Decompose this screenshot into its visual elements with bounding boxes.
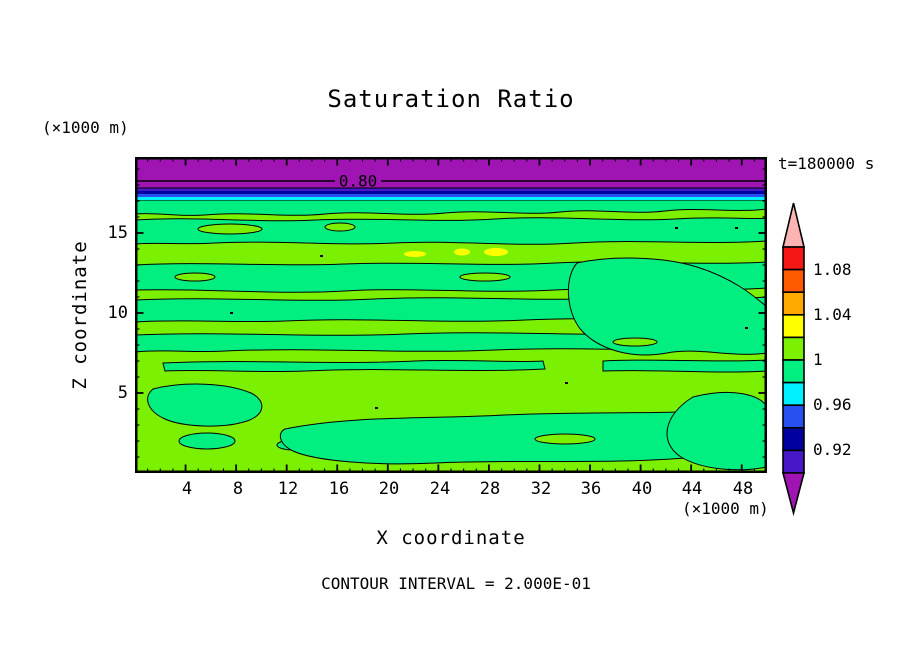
contour-line-label: 0.80: [339, 172, 378, 191]
stripe-blue: [135, 194, 767, 197]
supersaturation-spots: [404, 248, 508, 257]
colorbar-label: 1: [813, 350, 823, 369]
x-tick-label: 36: [580, 479, 602, 499]
x-tick-label: 20: [378, 479, 400, 499]
y-axis-title: Z coordinate: [69, 240, 91, 390]
colorbar-label: 0.96: [813, 395, 852, 414]
colorbar-label: 0.92: [813, 440, 852, 459]
x-tick-label: 4: [181, 479, 193, 499]
x-tick-label: 12: [277, 479, 299, 499]
x-tick-label: 32: [530, 479, 552, 499]
colorbar-box: [782, 246, 805, 271]
stripe-indigo: [135, 188, 767, 191]
y-tick-label: 10: [107, 303, 128, 323]
colorbar-box: [782, 449, 805, 474]
colorbar-arrow-up: [781, 202, 806, 248]
x-tick-label: 24: [429, 479, 451, 499]
contour-specks: [230, 227, 748, 409]
x-tick-label: 40: [631, 479, 653, 499]
x-axis-units-label: (×1000 m): [682, 499, 769, 518]
x-tick-label: 44: [681, 479, 703, 499]
contour-band-spring-green: [135, 199, 767, 471]
colorbar-box: [782, 314, 805, 339]
y-tick-label: 5: [117, 383, 128, 403]
x-tick-label: 28: [479, 479, 501, 499]
colorbar-label: 1.08: [813, 260, 852, 279]
stripe-cyan: [135, 197, 767, 200]
x-axis-title: X coordinate: [376, 527, 526, 549]
timestamp-label: t=180000 s: [778, 154, 875, 173]
stripe-navy: [135, 191, 767, 194]
contour-island-chartreuse: [174, 222, 658, 445]
contour-interval-note: CONTOUR INTERVAL = 2.000E-01: [321, 574, 591, 593]
x-tick-label: 48: [732, 479, 754, 499]
colorbar-box: [782, 404, 805, 429]
plot-frame: [135, 157, 767, 473]
x-tick-label: 16: [328, 479, 350, 499]
colorbar-label: 1.04: [813, 305, 852, 324]
colorbar-box: [782, 268, 805, 293]
colorbar-box: [782, 336, 805, 361]
colorbar-box: [782, 291, 805, 316]
colorbar-box: [782, 381, 805, 407]
colorbar: [781, 202, 806, 517]
x-tick-label: 8: [232, 479, 244, 499]
colorbar-arrow-down: [781, 472, 806, 517]
y-tick-label: 15: [107, 223, 128, 243]
y-axis-units-label: (×1000 m): [42, 118, 129, 137]
contour-plot: 0.80: [135, 157, 767, 473]
subsaturated-band-purple: [135, 157, 767, 188]
colorbar-box: [782, 427, 805, 452]
colorbar-box: [782, 359, 805, 384]
page-title: Saturation Ratio: [327, 85, 575, 113]
